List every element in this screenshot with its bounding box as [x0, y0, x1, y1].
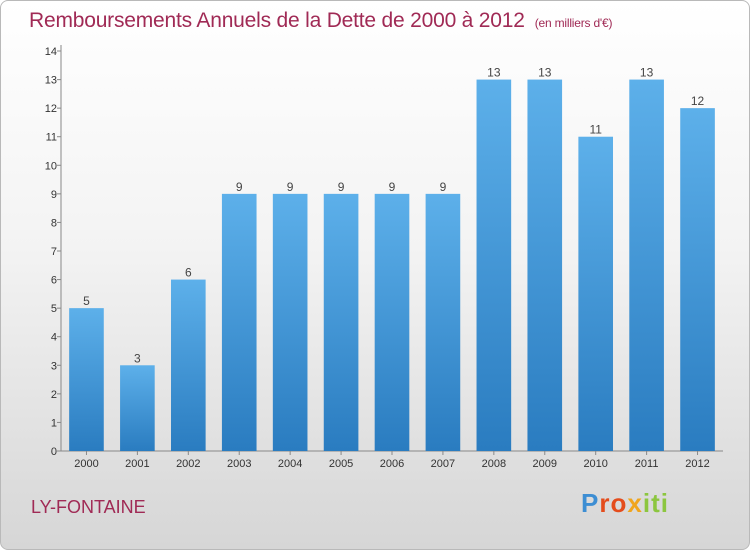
- y-tick-label: 8: [51, 217, 57, 229]
- x-tick-label: 2004: [278, 458, 302, 470]
- logo-letter: i: [660, 488, 669, 518]
- bar-value-label: 9: [440, 180, 447, 194]
- chart-unit: (en milliers d'€): [534, 16, 613, 30]
- bar-2000: [69, 308, 104, 451]
- y-tick-label: 0: [51, 446, 57, 458]
- x-tick-label: 2001: [125, 458, 149, 470]
- y-tick-label: 5: [51, 303, 57, 315]
- y-tick-label: 1: [51, 417, 57, 429]
- x-tick-label: 2008: [482, 458, 506, 470]
- y-tick-label: 9: [51, 189, 57, 201]
- bar-value-label: 13: [487, 66, 501, 80]
- bar-2011: [629, 79, 664, 452]
- bar-value-label: 13: [640, 66, 654, 80]
- chart-title: Remboursements Annuels de la Dette de 20…: [29, 9, 612, 33]
- logo-letter: i: [642, 488, 652, 518]
- bar-2003: [221, 193, 257, 451]
- x-tick-label: 2007: [431, 458, 455, 470]
- bar-value-label: 9: [338, 180, 345, 194]
- bar-2002: [170, 279, 206, 451]
- y-tick-label: 13: [45, 75, 57, 87]
- bar-value-label: 9: [236, 180, 243, 194]
- logo-letter: P: [581, 488, 600, 518]
- x-tick-label: 2010: [583, 458, 607, 470]
- logo-letter: r: [599, 488, 611, 518]
- labels: 5 2000 3 2001 6 2002 9 2003 9 2004 9 2005 9 2006 9 2007…: [74, 66, 710, 470]
- logo-letter: o: [610, 488, 628, 518]
- x-tick-label: 2005: [329, 458, 353, 470]
- x-tick-label: 2006: [380, 458, 404, 470]
- x-tick-label: 2000: [74, 458, 98, 470]
- bar-2009: [527, 79, 563, 452]
- bar-2001: [120, 365, 155, 451]
- bars: [69, 79, 715, 452]
- bar-value-label: 11: [589, 123, 602, 137]
- chart-title-text: Remboursements Annuels de la Dette de 20…: [29, 9, 525, 32]
- y-tick-label: 10: [45, 160, 57, 172]
- x-tick-label: 2002: [176, 458, 200, 470]
- y-tick-label: 14: [45, 46, 57, 58]
- x-tick-label: 2009: [533, 458, 557, 470]
- bar-2007: [425, 193, 461, 451]
- y-tick-label: 6: [51, 275, 57, 287]
- bar-value-label: 5: [83, 294, 90, 308]
- logo-letter: t: [651, 488, 661, 518]
- bar-2012: [680, 108, 715, 452]
- x-tick-label: 2003: [227, 458, 251, 470]
- bar-value-label: 9: [287, 180, 294, 194]
- bar-value-label: 9: [389, 180, 396, 194]
- bar-value-label: 13: [538, 66, 552, 80]
- bar-2004: [272, 193, 308, 451]
- bar-value-label: 12: [691, 94, 705, 108]
- town-name: LY-FONTAINE: [31, 497, 146, 517]
- y-tick-label: 11: [46, 132, 57, 144]
- logo-letter: x: [627, 488, 643, 518]
- y-tick-label: 12: [45, 103, 57, 115]
- x-tick-label: 2011: [635, 458, 659, 470]
- y-tick-label: 3: [51, 360, 57, 372]
- x-tick-label: 2012: [685, 458, 709, 470]
- bar-2008: [476, 79, 512, 452]
- bar-2006: [374, 193, 410, 451]
- bar-value-label: 3: [134, 351, 141, 365]
- y-tick-label: 4: [51, 332, 57, 344]
- y-tick-label: 2: [51, 389, 57, 401]
- y-tick-label: 7: [51, 246, 57, 258]
- bar-value-label: 6: [185, 266, 192, 280]
- bar-2010: [578, 136, 614, 451]
- proxiti-logo: Proxiti: [581, 488, 669, 519]
- bar-2005: [323, 193, 359, 451]
